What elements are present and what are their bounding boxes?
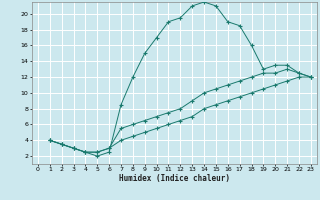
X-axis label: Humidex (Indice chaleur): Humidex (Indice chaleur) — [119, 174, 230, 183]
